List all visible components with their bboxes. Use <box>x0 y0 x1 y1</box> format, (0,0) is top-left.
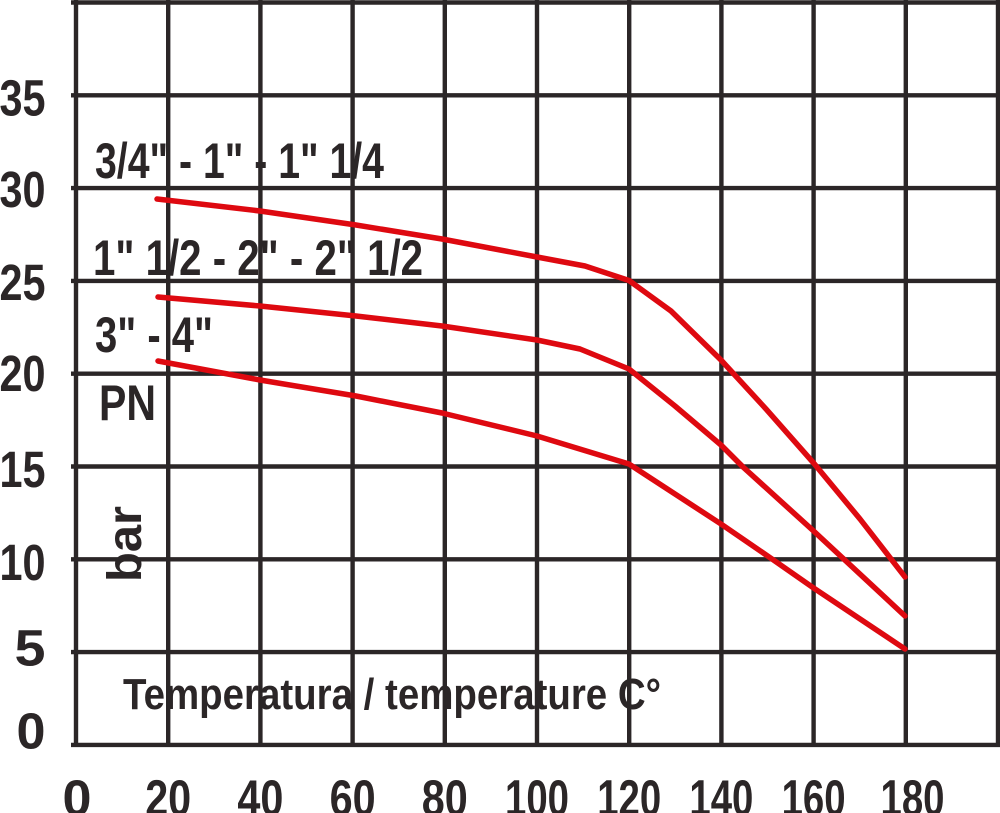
svg-text:35: 35 <box>0 70 46 127</box>
svg-text:20: 20 <box>145 770 191 813</box>
svg-text:140: 140 <box>689 770 753 813</box>
svg-text:180: 180 <box>881 770 945 813</box>
svg-text:1" 1/2 - 2" - 2" 1/2: 1" 1/2 - 2" - 2" 1/2 <box>93 230 423 286</box>
svg-text:30: 30 <box>0 161 46 218</box>
svg-text:10: 10 <box>0 534 46 591</box>
svg-text:40: 40 <box>237 770 283 813</box>
svg-text:100: 100 <box>505 770 569 813</box>
svg-text:160: 160 <box>782 770 846 813</box>
svg-text:PN: PN <box>99 375 156 431</box>
svg-text:Temperatura / temperature C°: Temperatura / temperature C° <box>123 670 661 719</box>
svg-text:0: 0 <box>63 770 92 813</box>
svg-text:15: 15 <box>0 441 46 498</box>
svg-text:80: 80 <box>422 770 468 813</box>
svg-text:3" - 4": 3" - 4" <box>95 307 213 363</box>
svg-text:120: 120 <box>597 770 661 813</box>
svg-text:5: 5 <box>15 620 46 677</box>
svg-text:60: 60 <box>330 770 376 813</box>
svg-text:20: 20 <box>0 345 46 402</box>
svg-text:25: 25 <box>0 254 46 311</box>
svg-text:3/4" - 1" - 1" 1/4: 3/4" - 1" - 1" 1/4 <box>95 133 384 189</box>
svg-text:bar: bar <box>99 506 152 582</box>
svg-text:0: 0 <box>17 703 46 760</box>
